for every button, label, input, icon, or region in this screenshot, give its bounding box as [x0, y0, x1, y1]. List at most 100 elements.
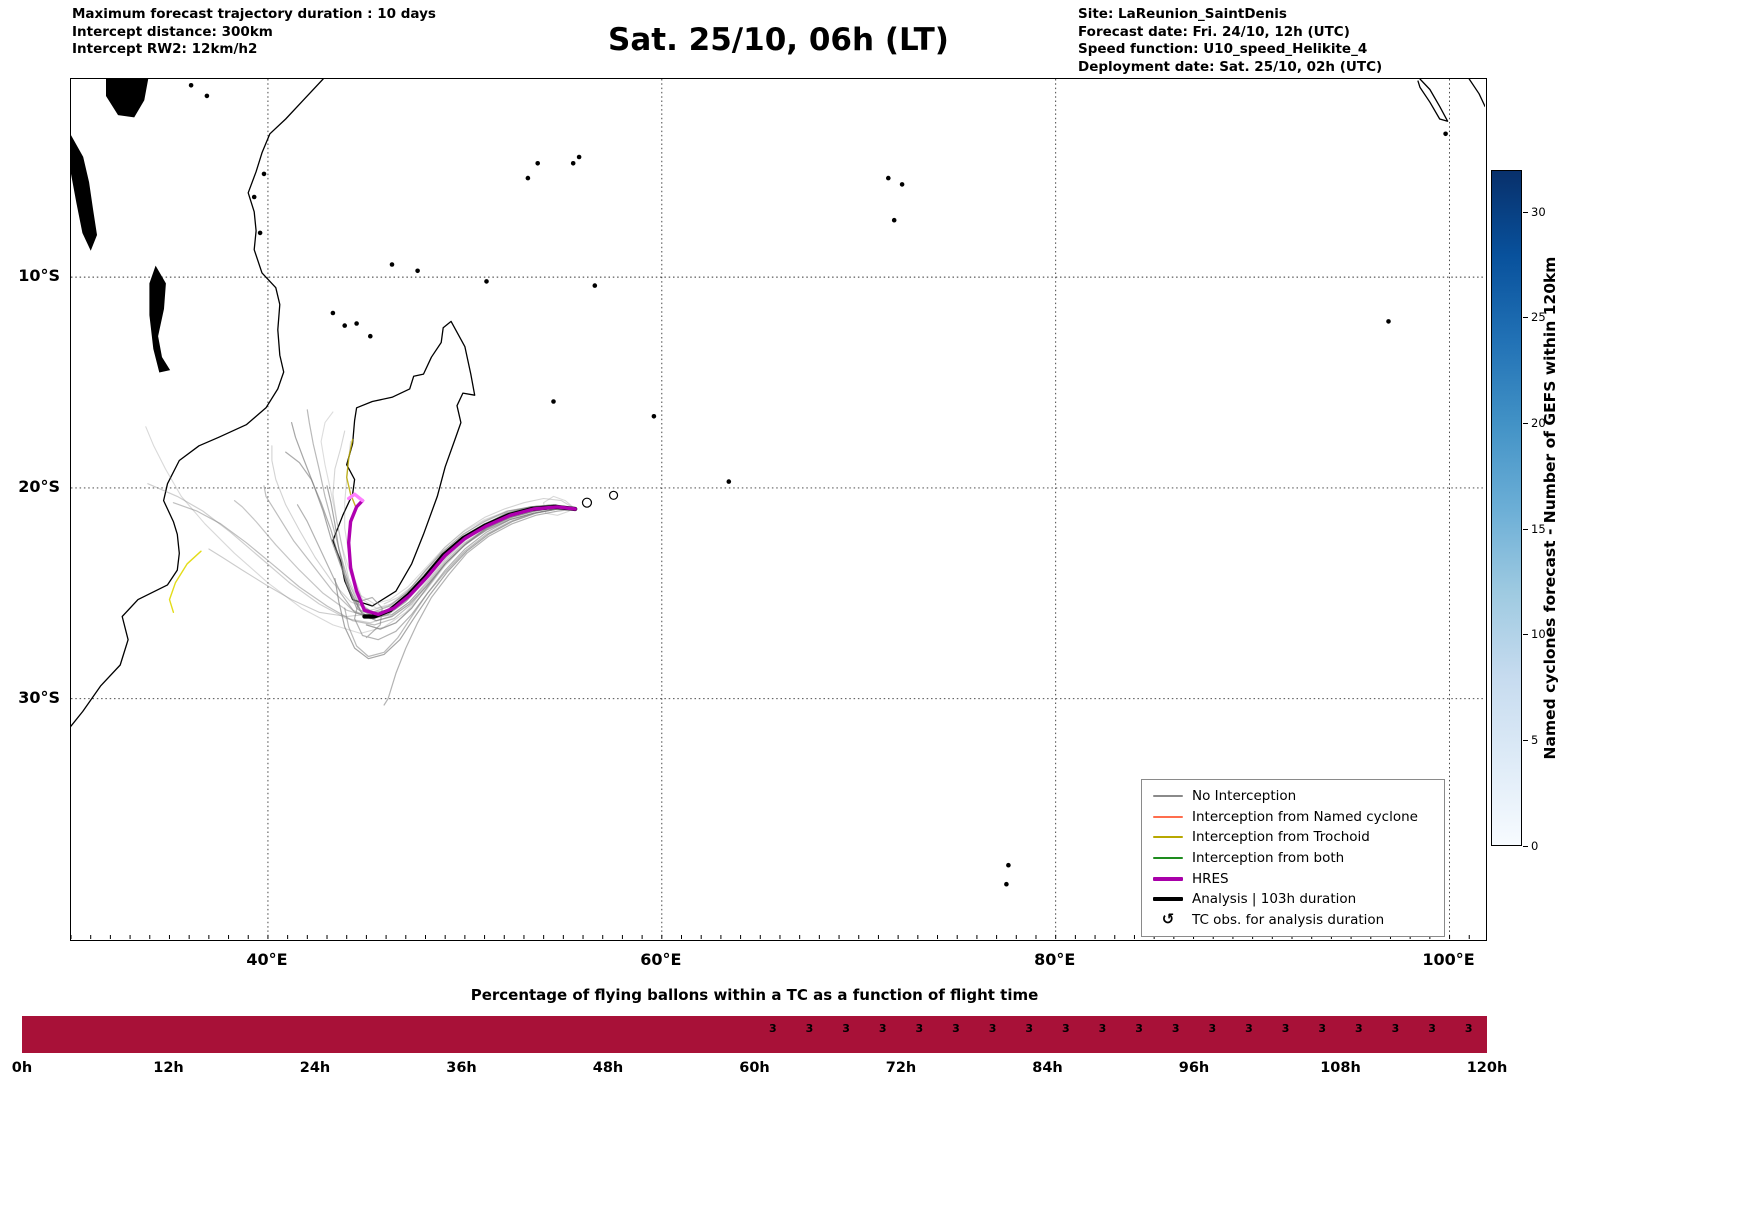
lon-tick-label: 40°E [246, 950, 288, 969]
island [1386, 319, 1391, 324]
colorbar-gradient [1492, 171, 1521, 845]
legend-line-swatch [1153, 876, 1183, 881]
bar-x-tick-label: 24h [299, 1060, 331, 1076]
bar-value-label: 3 [805, 1022, 814, 1035]
bar-x-tick-label: 108h [1320, 1060, 1361, 1076]
lat-tick-label: 30°S [18, 687, 60, 707]
bar-x-tick-label: 96h [1178, 1060, 1210, 1076]
island [551, 399, 556, 404]
trajectory-gefs-member [344, 508, 576, 658]
island [257, 230, 263, 236]
colorbar-tick-label: 20 [1531, 416, 1546, 430]
lon-tick-label: 100°E [1422, 950, 1475, 969]
info-line: Site: LaReunion_SaintDenis [1078, 6, 1287, 22]
trajectory-gefs-member [285, 451, 576, 620]
island [188, 83, 194, 88]
colorbar-label-wrap: Named cyclones forecast - Number of GEFS… [1213, 257, 1752, 760]
site-info: Site: LaReunion_SaintDenis Forecast date:… [1078, 6, 1382, 76]
trajectory-gefs-member [271, 445, 576, 611]
bar-x-tick-label: 120h [1466, 1060, 1508, 1076]
legend-line-icon [1153, 876, 1183, 881]
island [261, 171, 267, 177]
bar-value-label: 3 [1171, 1022, 1180, 1035]
island [899, 182, 905, 187]
tc-percentage-bar [22, 1016, 1487, 1053]
bar-value-label: 3 [1428, 1022, 1436, 1035]
legend-label: Interception from both [1192, 850, 1345, 867]
tc-obs-marker-icon: ↺ [1161, 910, 1175, 929]
bar-chart-title: Percentage of flying ballons within a TC… [470, 986, 1039, 1004]
legend-item: ↺ TC obs. for analysis duration [1153, 910, 1433, 931]
lake [106, 79, 149, 118]
mauritius-island-marker [608, 490, 619, 500]
legend-label: No Interception [1192, 788, 1297, 805]
lake [149, 265, 171, 373]
legend-line-swatch [1153, 836, 1183, 839]
legend-item: Interception from Trochoid [1153, 827, 1433, 848]
trajectory-gefs-member [320, 411, 576, 605]
island [251, 194, 257, 200]
trajectory-gefs-member [383, 508, 576, 706]
tc-obs-marker [581, 497, 593, 508]
bar-x-tick-label: 36h [446, 1060, 477, 1076]
legend-label: Interception from Named cyclone [1192, 808, 1418, 825]
legend-line-swatch [1153, 897, 1183, 902]
info-line: Forecast date: Fri. 24/10, 12h (UTC) [1078, 23, 1350, 40]
legend-item: Interception from both [1153, 848, 1433, 869]
bar-value-label: 3 [842, 1022, 850, 1035]
colorbar-tick-label: 15 [1531, 521, 1546, 536]
island [204, 93, 210, 99]
trajectory-gefs-member [344, 440, 576, 609]
colorbar-tick-label: 25 [1531, 310, 1546, 325]
param-line: Intercept distance: 300km [72, 23, 273, 40]
legend-label: TC obs. for analysis duration [1192, 911, 1385, 928]
trajectory-hres-tip [347, 492, 365, 503]
legend-line-icon [1153, 897, 1183, 902]
bar-value-label: 3 [915, 1022, 924, 1035]
island [354, 321, 359, 326]
island [525, 175, 531, 181]
trajectory-trochoid-intercept [346, 438, 358, 510]
bar-value-label: 3 [1208, 1022, 1217, 1035]
legend-item: HRES [1153, 868, 1433, 889]
legend-label: HRES [1192, 870, 1229, 887]
map-legend: No Interception Interception from Named c… [1141, 779, 1445, 938]
island [1004, 881, 1009, 887]
trajectory-gefs-member [332, 430, 576, 613]
island [891, 217, 897, 223]
trajectory-gefs-member [383, 497, 576, 605]
bar-value-label: 3 [1135, 1022, 1143, 1035]
bar-value-label: 3 [1318, 1022, 1327, 1035]
island [726, 479, 732, 484]
island [330, 310, 336, 316]
colorbar-tick [1523, 528, 1528, 530]
info-line: Speed function: U10_speed_Helikite_4 [1078, 41, 1368, 57]
island [592, 283, 598, 288]
island [1443, 131, 1448, 137]
island [368, 333, 373, 339]
legend-line-icon [1153, 815, 1183, 818]
legend-line-swatch [1153, 815, 1183, 818]
param-line: Maximum forecast trajectory duration : 1… [72, 6, 436, 22]
colorbar-tick [1523, 634, 1528, 636]
bar-value-label: 3 [1245, 1022, 1253, 1035]
colorbar-tick [1523, 845, 1528, 847]
bar-value-label: 3 [952, 1022, 960, 1035]
island [484, 279, 489, 284]
bar-x-tick-label: 84h [1032, 1060, 1063, 1076]
colorbar-tick-label: 0 [1531, 838, 1539, 853]
bar-value-label: 3 [1354, 1022, 1363, 1035]
island [576, 154, 582, 160]
lon-tick-label: 60°E [640, 950, 682, 969]
param-line: Intercept RW2: 12km/h2 [72, 41, 258, 57]
legend-line-icon [1153, 836, 1183, 839]
island [415, 268, 420, 274]
lon-tick-label: 80°E [1034, 950, 1076, 969]
colorbar-tick [1523, 211, 1528, 213]
bar-value-label: 3 [988, 1022, 997, 1035]
map-svg [71, 79, 1485, 939]
bar-x-tick-label: 60h [739, 1060, 770, 1076]
info-line: Deployment date: Sat. 25/10, 02h (UTC) [1078, 58, 1383, 75]
trajectory-gefs-member [543, 495, 576, 516]
